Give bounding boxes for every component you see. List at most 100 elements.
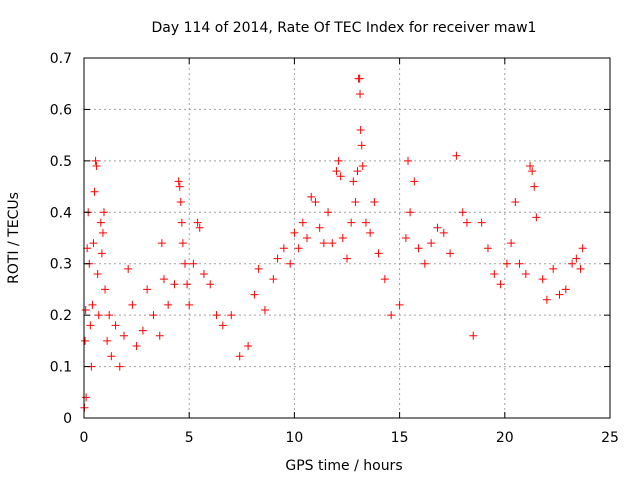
data-point: [81, 306, 90, 314]
data-point: [250, 290, 259, 299]
data-point: [157, 239, 166, 248]
data-point: [254, 264, 263, 273]
data-point: [82, 393, 91, 402]
x-axis-ticks: 0 5 10 15 20 25: [80, 58, 619, 446]
data-point: [502, 259, 511, 268]
data-point: [355, 74, 364, 83]
data-point: [578, 244, 587, 253]
data-point: [174, 177, 183, 186]
y-tick-label: 0: [63, 411, 72, 427]
data-point: [427, 239, 436, 248]
data-point: [143, 285, 152, 294]
data-point: [452, 151, 461, 160]
data-point: [235, 352, 244, 361]
data-point: [97, 249, 106, 258]
data-point: [269, 275, 278, 284]
data-point: [138, 326, 147, 335]
data-point: [490, 270, 499, 278]
data-point: [387, 311, 396, 320]
x-tick-label: 10: [285, 430, 303, 446]
data-point: [315, 223, 324, 232]
data-point: [361, 218, 370, 227]
data-point: [353, 167, 362, 176]
x-tick-label: 15: [391, 430, 409, 446]
y-tick-label: 0.5: [50, 154, 72, 170]
data-point: [206, 280, 215, 289]
grid-lines: [84, 58, 610, 418]
data-point: [244, 342, 253, 350]
y-tick-label: 0.4: [50, 205, 72, 221]
data-point: [532, 213, 541, 222]
y-tick-label: 0.2: [50, 308, 72, 324]
data-point: [93, 270, 102, 278]
data-point: [401, 234, 410, 242]
data-point: [193, 218, 202, 227]
data-point: [111, 321, 120, 330]
data-point: [88, 300, 97, 309]
data-point: [507, 239, 516, 248]
data-point: [380, 275, 389, 284]
data-point: [414, 244, 423, 253]
data-point: [101, 285, 110, 294]
data-point: [528, 167, 537, 176]
data-point: [92, 162, 101, 170]
data-point: [530, 182, 539, 191]
data-point: [538, 275, 547, 284]
data-point: [132, 342, 141, 350]
data-point: [439, 228, 448, 237]
data-point: [175, 182, 184, 191]
x-tick-label: 20: [496, 430, 514, 446]
data-point: [343, 254, 351, 263]
data-point: [496, 280, 505, 289]
data-point: [115, 362, 124, 371]
data-point: [99, 208, 108, 217]
data-point: [303, 234, 312, 242]
y-tick-label: 0.3: [50, 257, 72, 273]
data-point: [218, 321, 227, 330]
data-point: [176, 198, 185, 206]
data-point: [356, 90, 365, 98]
data-point: [119, 331, 128, 340]
data-point: [155, 331, 164, 340]
x-tick-label: 0: [80, 430, 89, 446]
data-point: [290, 228, 299, 237]
y-tick-label: 0.1: [50, 360, 72, 376]
data-point: [307, 192, 316, 201]
data-point: [358, 162, 367, 170]
data-point: [334, 156, 343, 165]
data-point: [149, 311, 158, 320]
data-point: [576, 264, 585, 273]
data-point: [357, 141, 366, 150]
data-point: [526, 162, 535, 170]
data-point: [103, 336, 112, 345]
data-point: [89, 239, 98, 248]
data-point: [279, 244, 288, 253]
data-point: [458, 208, 467, 217]
data-point: [170, 280, 179, 289]
x-tick-label: 25: [601, 430, 619, 446]
data-point: [183, 280, 192, 289]
data-point: [319, 239, 328, 248]
data-point: [298, 218, 307, 227]
y-tick-label: 0.6: [50, 102, 72, 118]
data-point: [366, 228, 375, 237]
data-point: [404, 156, 413, 165]
data-point: [433, 223, 442, 232]
data-point: [446, 249, 455, 258]
data-point: [572, 254, 581, 263]
data-point: [511, 198, 520, 206]
x-tick-label: 5: [185, 430, 194, 446]
y-tick-label: 0.7: [50, 51, 72, 67]
data-point: [462, 218, 471, 227]
data-point: [107, 352, 116, 361]
data-point: [86, 321, 95, 330]
data-point: [555, 290, 564, 299]
data-point: [561, 285, 570, 294]
data-point: [189, 259, 198, 268]
data-point: [273, 254, 282, 263]
data-point: [542, 295, 551, 304]
data-point: [81, 336, 90, 345]
data-point: [128, 300, 137, 309]
data-points: [80, 74, 587, 412]
